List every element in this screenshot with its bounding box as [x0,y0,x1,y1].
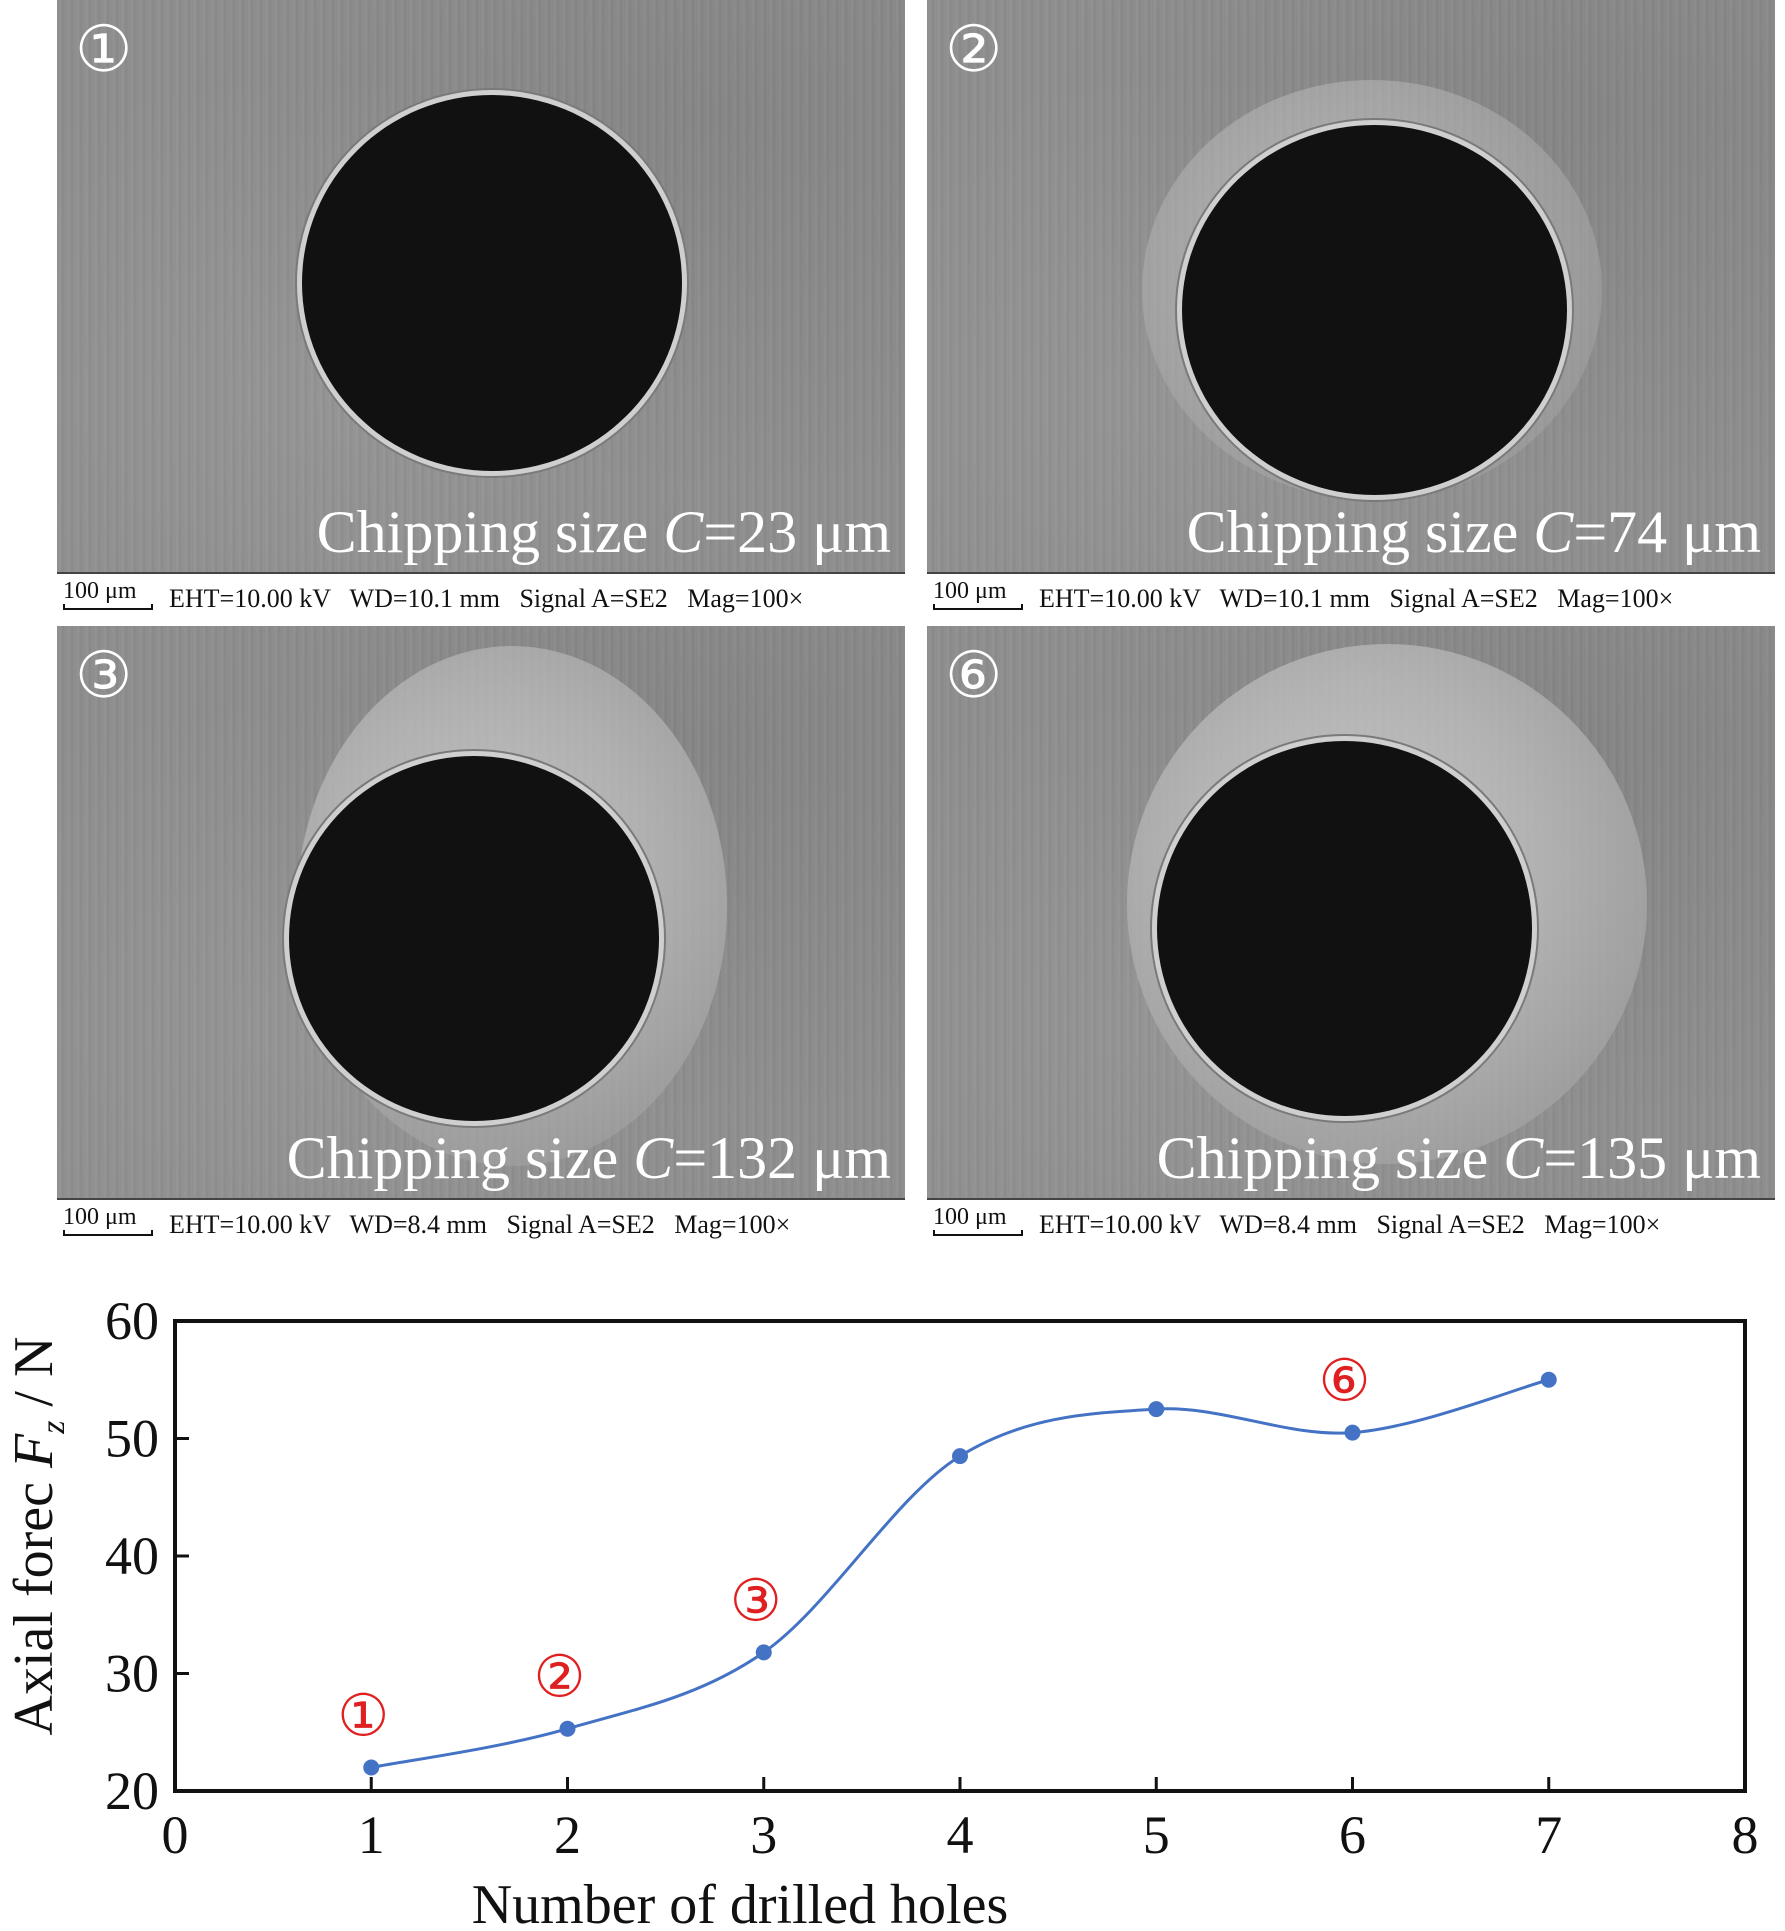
data-point [1344,1424,1361,1441]
panel-marker: ⑥ [945,640,1003,711]
data-point [755,1644,772,1661]
annotation-marker: ③ [730,1568,782,1633]
y-tick-label: 20 [105,1761,159,1821]
data-point [1148,1401,1165,1418]
sem-image-4: ⑥ Chipping size C=135 μm [927,626,1775,1198]
data-point [559,1720,576,1737]
y-tick-label: 60 [105,1291,159,1351]
chipping-size-label: Chipping size C=74 μm [1186,499,1761,565]
annotation-marker: ① [337,1684,389,1749]
x-tick-label: 6 [1339,1805,1366,1865]
x-tick-label: 4 [947,1805,974,1865]
y-tick-label: 50 [105,1409,159,1469]
sem-info-bar: 100 μm EHT=10.00 kV WD=10.1 mm Signal A=… [927,572,1775,624]
x-tick-label: 0 [162,1805,189,1865]
panel-marker: ③ [75,640,133,711]
x-tick-label: 5 [1143,1805,1170,1865]
sem-panel-3: ③ Chipping size C=132 μm 100 μm EHT=10.0… [57,626,905,1250]
sem-panel-2: ② Chipping size C=74 μm 100 μm EHT=10.00… [927,0,1775,624]
chipping-size-label: Chipping size C=135 μm [1156,1125,1761,1191]
x-axis-label: Number of drilled holes [472,1874,1009,1931]
drilled-hole [289,756,659,1121]
x-tick-label: 3 [750,1805,777,1865]
annotation-marker: ⑥ [1319,1349,1371,1414]
sem-info-bar: 100 μm EHT=10.00 kV WD=8.4 mm Signal A=S… [927,1198,1775,1250]
sem-metadata: EHT=10.00 kV WD=8.4 mm Signal A=SE2 Mag=… [1039,1210,1661,1239]
drilled-hole [302,95,682,471]
chipping-size-label: Chipping size C=132 μm [286,1125,891,1191]
panel-marker: ② [945,14,1003,85]
sem-panel-1: ① Chipping size C=23 μm 100 μm EHT=10.00… [57,0,905,624]
panel-marker: ① [75,14,133,85]
sem-image-2: ② Chipping size C=74 μm [927,0,1775,572]
y-axis-label: Axial forec Fz / N [3,1337,72,1736]
sem-image-3: ③ Chipping size C=132 μm [57,626,905,1198]
data-point [952,1448,968,1465]
scale-bar: 100 μm [933,578,1023,610]
sem-info-bar: 100 μm EHT=10.00 kV WD=10.1 mm Signal A=… [57,572,905,624]
chipping-size-label: Chipping size C=23 μm [316,499,891,565]
x-tick-label: 1 [358,1805,385,1865]
sem-panel-4: ⑥ Chipping size C=135 μm 100 μm EHT=10.0… [927,626,1775,1250]
sem-metadata: EHT=10.00 kV WD=10.1 mm Signal A=SE2 Mag… [1039,584,1674,613]
drilled-hole [1182,125,1567,495]
axial-force-chart: 0 1 2 3 4 5 6 7 8 20 30 40 50 60 Number of drilled hol… [3,1291,1759,1931]
sem-metadata: EHT=10.00 kV WD=8.4 mm Signal A=SE2 Mag=… [169,1210,791,1239]
sem-metadata: EHT=10.00 kV WD=10.1 mm Signal A=SE2 Mag… [169,584,804,613]
y-tick-label: 30 [105,1644,159,1704]
sem-image-1: ① Chipping size C=23 μm [57,0,905,572]
drilled-hole [1157,741,1532,1116]
scale-bar: 100 μm [63,1204,153,1236]
y-tick-label: 40 [105,1526,159,1586]
data-point [363,1759,380,1776]
scale-bar: 100 μm [933,1204,1023,1236]
scale-bar: 100 μm [63,578,153,610]
x-tick-label: 8 [1732,1805,1759,1865]
x-tick-label: 7 [1535,1805,1562,1865]
data-point [1540,1371,1557,1388]
x-tick-label: 2 [554,1805,581,1865]
sem-info-bar: 100 μm EHT=10.00 kV WD=8.4 mm Signal A=S… [57,1198,905,1250]
annotation-marker: ② [534,1645,586,1710]
